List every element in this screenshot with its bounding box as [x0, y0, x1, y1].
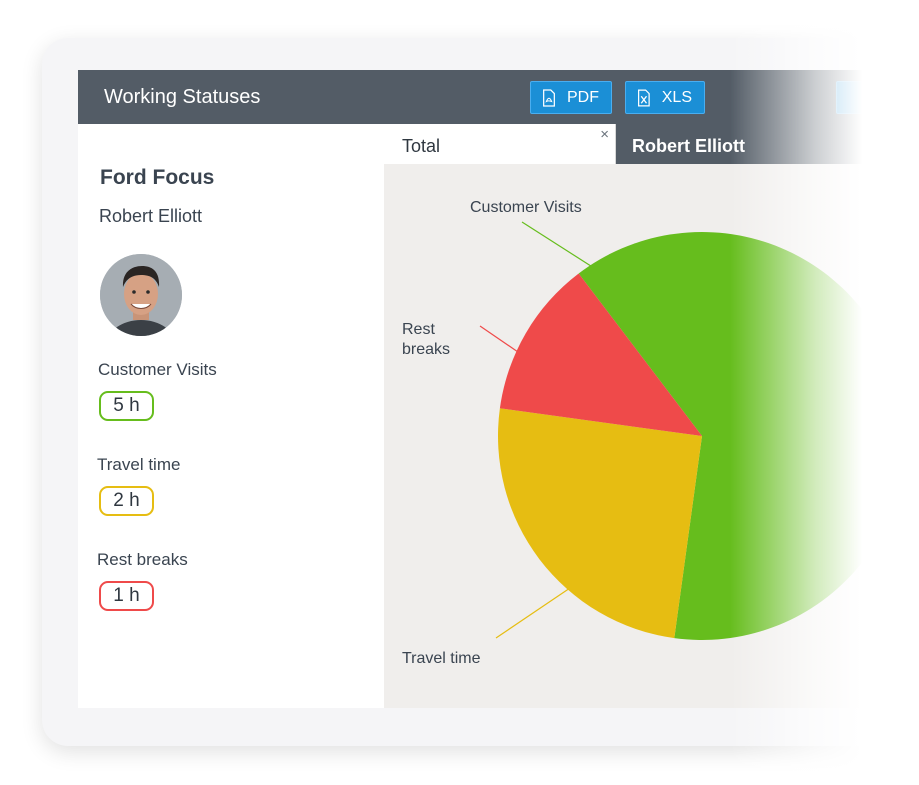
pie-slice-travel-time[interactable] [498, 408, 702, 639]
leader-line-travel-time [495, 587, 571, 639]
stat-value-rest-breaks: 1 h [99, 581, 154, 611]
stat-label-travel-time: Travel time [97, 455, 181, 474]
stat-value-customer-visits: 5 h [99, 391, 154, 421]
pdf-button-label: PDF [567, 88, 599, 106]
xls-button-label: XLS [661, 88, 692, 106]
details-panel: Ford Focus Robert Elliott Customer Visit… [78, 124, 384, 708]
pie-slice-rest-breaks[interactable] [499, 273, 702, 436]
hidden-action-button[interactable] [836, 81, 878, 114]
tab-total[interactable]: Total × [384, 124, 616, 164]
pie-chart: Customer Visits Rest breaks Travel time [402, 199, 878, 667]
pie-chart-area: Customer Visits Rest breaks Travel time [384, 164, 878, 708]
pie-label-rest-breaks: Rest [402, 321, 435, 338]
window-title: Working Statuses [104, 86, 261, 108]
pie-label-travel-time: Travel time [402, 650, 481, 667]
stat-label-rest-breaks: Rest breaks [97, 550, 188, 569]
title-bar: Working Statuses PDF XLS [78, 70, 878, 124]
excel-icon [638, 89, 650, 106]
pdf-icon [543, 88, 555, 107]
pdf-export-button[interactable]: PDF [530, 81, 612, 114]
tab-total-label: Total [402, 136, 441, 156]
leader-line-customer-visits [521, 221, 595, 269]
close-icon[interactable]: × [600, 126, 609, 143]
pie-label-customer-visits: Customer Visits [470, 199, 582, 216]
stat-value-travel-time: 2 h [99, 486, 154, 516]
tab-robert-elliott[interactable]: Robert Elliott [616, 124, 878, 164]
tab-bar: Total × Robert Elliott [384, 124, 878, 164]
tab-robert-elliott-label: Robert Elliott [632, 136, 745, 156]
stat-label-customer-visits: Customer Visits [98, 360, 217, 379]
pie-label-rest-breaks: breaks [402, 341, 450, 358]
leader-line-rest-breaks [479, 325, 519, 353]
avatar [100, 254, 182, 336]
vehicle-name: Ford Focus [100, 166, 215, 189]
driver-name: Robert Elliott [99, 206, 203, 226]
working-statuses-window: Working Statuses PDF XLS Ford Focus Robe… [78, 70, 878, 708]
xls-export-button[interactable]: XLS [625, 81, 705, 114]
